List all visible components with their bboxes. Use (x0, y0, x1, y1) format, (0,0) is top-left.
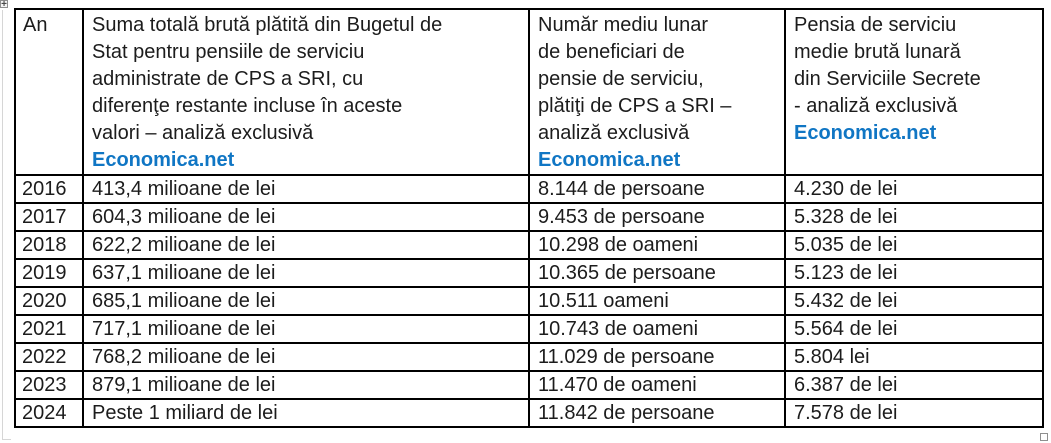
header-year-label: An (23, 14, 48, 36)
year-cell[interactable]: 2023 (14, 370, 84, 400)
year-cell[interactable]: 2018 (14, 230, 84, 260)
amount-cell[interactable]: 622,2 milioane de lei (82, 230, 530, 260)
table-row: 2019 637,1 milioane de lei 10.365 de perso… (14, 258, 1044, 288)
year-cell[interactable]: 2019 (14, 258, 84, 288)
table-row: 2021 717,1 milioane de lei 10.743 de oamen… (14, 314, 1044, 344)
year-cell[interactable]: 2017 (14, 202, 84, 232)
beneficiaries-cell[interactable]: 10.298 de oameni (528, 230, 786, 260)
document-boundary-corner (2, 439, 11, 440)
beneficiaries-cell[interactable]: 11.842 de persoane (528, 398, 786, 428)
header-row: An Suma totală brută plătită din Bugetul… (14, 8, 1044, 176)
year-cell[interactable]: 2022 (14, 342, 84, 372)
table-resize-handle[interactable] (1040, 433, 1048, 441)
table-move-handle-icon[interactable]: + (0, 0, 8, 10)
header-pension-label: Pensia de serviciu medie brută lunară di… (794, 14, 981, 117)
amount-cell[interactable]: 413,4 milioane de lei (82, 174, 530, 204)
header-cell-beneficiaries[interactable]: Număr mediu lunar de beneficiari de pens… (528, 8, 786, 176)
amount-cell[interactable]: 768,2 milioane de lei (82, 342, 530, 372)
economica-net-link[interactable]: Economica.net (538, 149, 681, 171)
pension-cell[interactable]: 5.035 de lei (784, 230, 1044, 260)
economica-net-link[interactable]: Economica.net (92, 149, 235, 171)
amount-cell[interactable]: 685,1 milioane de lei (82, 286, 530, 316)
beneficiaries-cell[interactable]: 10.365 de persoane (528, 258, 786, 288)
pension-cell[interactable]: 6.387 de lei (784, 370, 1044, 400)
pension-cell[interactable]: 5.432 de lei (784, 286, 1044, 316)
table-row: 2020 685,1 milioane de lei 10.511 oameni 5.… (14, 286, 1044, 316)
pension-cell[interactable]: 5.123 de lei (784, 258, 1044, 288)
table-row: 2023 879,1 milioane de lei 11.470 de oamen… (14, 370, 1044, 400)
pension-data-table: An Suma totală brută plătită din Bugetul… (14, 8, 1044, 428)
year-cell[interactable]: 2024 (14, 398, 84, 428)
year-cell[interactable]: 2020 (14, 286, 84, 316)
beneficiaries-cell[interactable]: 11.029 de persoane (528, 342, 786, 372)
pension-cell[interactable]: 5.804 lei (784, 342, 1044, 372)
pension-cell[interactable]: 4.230 de lei (784, 174, 1044, 204)
beneficiaries-cell[interactable]: 11.470 de oameni (528, 370, 786, 400)
pension-cell[interactable]: 5.328 de lei (784, 202, 1044, 232)
table-row: 2018 622,2 milioane de lei 10.298 de oamen… (14, 230, 1044, 260)
table-row: 2022 768,2 milioane de lei 11.029 de perso… (14, 342, 1044, 372)
header-cell-pension[interactable]: Pensia de serviciu medie brută lunară di… (784, 8, 1044, 176)
amount-cell[interactable]: 604,3 milioane de lei (82, 202, 530, 232)
header-cell-year[interactable]: An (14, 8, 84, 176)
pension-cell[interactable]: 5.564 de lei (784, 314, 1044, 344)
year-cell[interactable]: 2016 (14, 174, 84, 204)
beneficiaries-cell[interactable]: 9.453 de persoane (528, 202, 786, 232)
table-row: 2017 604,3 milioane de lei 9.453 de persoa… (14, 202, 1044, 232)
table-row: 2016 413,4 milioane de lei 8.144 de persoa… (14, 174, 1044, 204)
beneficiaries-cell[interactable]: 10.511 oameni (528, 286, 786, 316)
amount-cell[interactable]: 637,1 milioane de lei (82, 258, 530, 288)
amount-cell[interactable]: 717,1 milioane de lei (82, 314, 530, 344)
table-body: 2016 413,4 milioane de lei 8.144 de persoa… (14, 174, 1044, 428)
beneficiaries-cell[interactable]: 10.743 de oameni (528, 314, 786, 344)
header-beneficiaries-label: Număr mediu lunar de beneficiari de pens… (538, 14, 732, 144)
document-boundary-line (2, 10, 3, 439)
table-header: An Suma totală brută plătită din Bugetul… (14, 8, 1044, 176)
year-cell[interactable]: 2021 (14, 314, 84, 344)
amount-cell[interactable]: 879,1 milioane de lei (82, 370, 530, 400)
header-amount-label: Suma totală brută plătită din Bugetul de… (92, 14, 443, 144)
header-cell-amount[interactable]: Suma totală brută plătită din Bugetul de… (82, 8, 530, 176)
pension-cell[interactable]: 7.578 de lei (784, 398, 1044, 428)
beneficiaries-cell[interactable]: 8.144 de persoane (528, 174, 786, 204)
table-row: 2024 Peste 1 miliard de lei 11.842 de pers… (14, 398, 1044, 428)
amount-cell[interactable]: Peste 1 miliard de lei (82, 398, 530, 428)
economica-net-link[interactable]: Economica.net (794, 122, 937, 144)
